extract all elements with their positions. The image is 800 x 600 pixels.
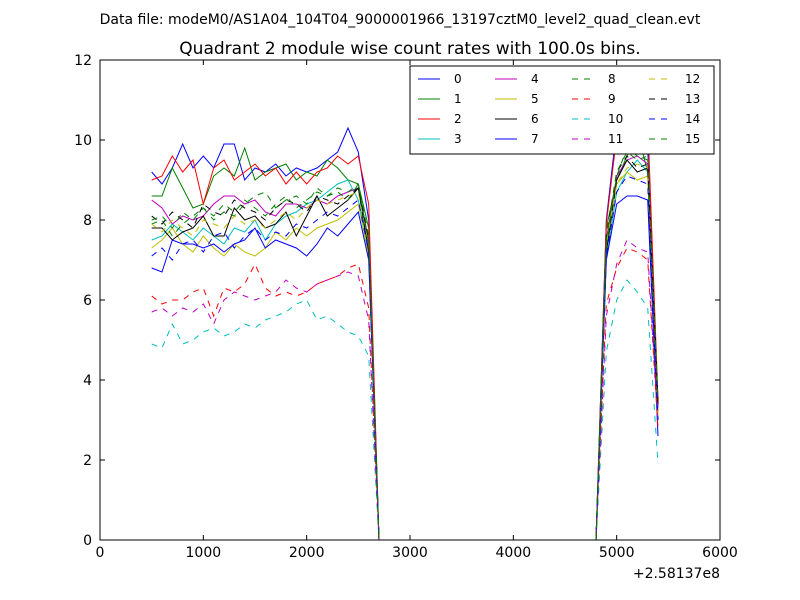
x-tick-label: 1000 <box>186 545 222 561</box>
x-tick-label: 3000 <box>392 545 428 561</box>
y-tick-label: 0 <box>83 533 92 549</box>
x-offset-label: +2.58137e8 <box>633 566 720 582</box>
series-line-6 <box>151 159 659 541</box>
chart-title: Quadrant 2 module wise count rates with … <box>179 39 640 59</box>
legend-label: 0 <box>454 72 462 86</box>
legend-label: 6 <box>531 112 539 126</box>
x-tick-label: 4000 <box>496 545 532 561</box>
legend-label: 7 <box>531 132 539 146</box>
series-line-4 <box>151 155 659 541</box>
series-line-1 <box>151 130 659 541</box>
series-line-14 <box>151 175 659 541</box>
legend-label: 3 <box>454 132 462 146</box>
x-tick-label: 6000 <box>702 545 738 561</box>
legend-label: 2 <box>454 112 462 126</box>
y-tick-label: 12 <box>74 53 92 69</box>
y-tick-label: 8 <box>83 213 92 229</box>
legend-label: 12 <box>685 72 700 86</box>
x-tick-label: 2000 <box>289 545 325 561</box>
legend-label: 9 <box>608 92 616 106</box>
y-tick-label: 4 <box>83 373 92 389</box>
legend-label: 13 <box>685 92 700 106</box>
series-line-3 <box>151 159 659 541</box>
legend-label: 14 <box>685 112 700 126</box>
series-line-13 <box>151 155 659 541</box>
series-line-11 <box>151 239 659 541</box>
legend-label: 1 <box>454 92 462 106</box>
x-tick-label: 0 <box>96 545 105 561</box>
series-line-7 <box>151 195 659 541</box>
x-axis: 0 1000 2000 3000 4000 5000 6000 <box>96 60 738 561</box>
y-tick-label: 10 <box>74 133 92 149</box>
series-line-8 <box>151 147 659 541</box>
legend-label: 8 <box>608 72 616 86</box>
legend-label: 4 <box>531 72 539 86</box>
plot-lines <box>151 99 659 541</box>
series-line-10 <box>151 279 659 541</box>
chart-suptitle: Data file: modeM0/AS1A04_104T04_90000019… <box>100 12 701 28</box>
series-line-9 <box>151 247 659 541</box>
legend-label: 10 <box>608 112 623 126</box>
y-tick-label: 6 <box>83 293 92 309</box>
series-line-12 <box>151 163 659 541</box>
x-tick-label: 5000 <box>599 545 635 561</box>
series-line-2 <box>151 110 659 541</box>
legend-label: 5 <box>531 92 539 106</box>
y-tick-label: 2 <box>83 453 92 469</box>
legend-label: 15 <box>685 132 700 146</box>
series-line-0 <box>151 99 659 541</box>
series-line-15 <box>151 151 659 541</box>
legend-label: 11 <box>608 132 623 146</box>
